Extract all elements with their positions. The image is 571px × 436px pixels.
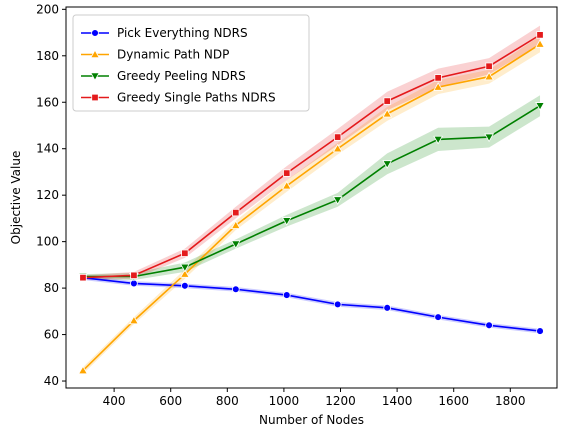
series-markers [78,31,545,375]
pick-everything-ndrs-point [434,313,442,321]
pick-everything-ndrs-band [82,275,541,334]
pick-everything-ndrs-point [536,327,544,335]
y-tick-label: 160 [36,95,59,109]
y-tick-label: 80 [44,281,59,295]
legend-box [72,14,310,112]
pick-everything-ndrs-point [282,291,291,299]
x-tick-label: 600 [159,394,182,408]
y-axis-ticks: 40 60 80 100 120 140 160 180 200 [36,2,66,388]
legend: Pick Everything NDRS Dynamic Path NDP Gree… [72,14,310,112]
greedy-single-paths-ndrs-line [82,34,541,279]
greedy-single-paths-ndrs-point [232,208,240,217]
greedy-peeling-ndrs-point [433,135,444,145]
greedy-peeling-ndrs-point [382,160,393,169]
y-tick-label: 120 [36,188,59,202]
greedy-peeling-ndrs-line [82,105,541,278]
dynamic-path-ndp-point [433,82,444,91]
greedy-single-paths-ndrs-point [130,271,138,280]
dynamic-path-ndp-point [230,220,241,229]
greedy-peeling-ndrs-point [179,263,190,273]
legend-marker-greedy-peeling-ndrs [90,72,100,82]
greedy-single-paths-ndrs-band [82,25,541,280]
x-tick-label: 1400 [382,394,413,408]
dynamic-path-ndp-band [82,36,541,375]
dynamic-path-ndp-line [82,43,541,372]
x-tick-label: 1200 [325,394,356,408]
x-axis-label: Number of Nodes [259,413,364,427]
greedy-single-paths-ndrs-point [536,31,544,39]
dynamic-path-ndp-point [78,365,88,375]
pick-everything-ndrs-point [485,321,493,330]
dynamic-path-ndp-point [382,108,393,118]
legend-label: Greedy Peeling NDRS [117,69,246,83]
x-tick-label: 800 [216,394,239,408]
y-tick-label: 100 [36,235,59,249]
dynamic-path-ndp-point [129,315,139,325]
pick-everything-ndrs-point [231,285,240,294]
greedy-single-paths-ndrs-point [485,62,493,70]
x-tick-label: 400 [103,394,126,408]
legend-label: Dynamic Path NDP [117,48,229,62]
dynamic-path-ndp-point [535,39,545,48]
x-axis-ticks: 400 600 800 1000 1200 1400 1600 1800 [103,388,526,408]
pick-everything-ndrs-point [333,300,342,309]
greedy-peeling-ndrs-band [82,95,541,280]
greedy-peeling-ndrs-point [281,217,292,226]
y-tick-label: 60 [44,328,59,342]
pick-everything-ndrs-point [181,281,189,290]
greedy-single-paths-ndrs-point [383,97,391,105]
dynamic-path-ndp-point [484,71,494,81]
greedy-peeling-ndrs-point [230,240,241,249]
greedy-peeling-ndrs-point [535,102,545,111]
greedy-single-paths-ndrs-point [283,169,291,177]
x-tick-label: 1800 [495,394,526,408]
y-tick-label: 180 [36,49,59,63]
dynamic-path-ndp-point [179,269,190,278]
greedy-single-paths-ndrs-point [181,249,189,257]
dynamic-path-ndp-point [332,143,343,153]
y-tick-label: 200 [36,2,59,16]
confidence-bands [82,25,541,375]
y-tick-label: 140 [36,142,59,156]
legend-marker-greedy-single-paths-ndrs [91,93,99,102]
pick-everything-ndrs-point [383,304,392,312]
y-axis-label: Objective Value [9,151,23,245]
series-lines [82,34,541,372]
greedy-single-paths-ndrs-point [434,74,442,82]
pick-everything-ndrs-line [82,276,541,332]
y-tick-label: 40 [44,374,59,388]
legend-label: Greedy Single Paths NDRS [117,91,276,105]
greedy-single-paths-ndrs-point [79,273,87,282]
greedy-peeling-ndrs-point [484,133,494,143]
x-tick-label: 1600 [438,394,469,408]
greedy-single-paths-ndrs-point [334,133,342,141]
legend-marker-dynamic-path-ndp [90,49,100,59]
dynamic-path-ndp-point [281,180,292,190]
x-tick-label: 1000 [269,394,300,408]
legend-marker-pick-everything-ndrs [91,29,99,37]
plot-frame [65,6,558,389]
legend-label: Pick Everything NDRS [117,26,248,40]
greedy-peeling-ndrs-point [332,196,343,205]
